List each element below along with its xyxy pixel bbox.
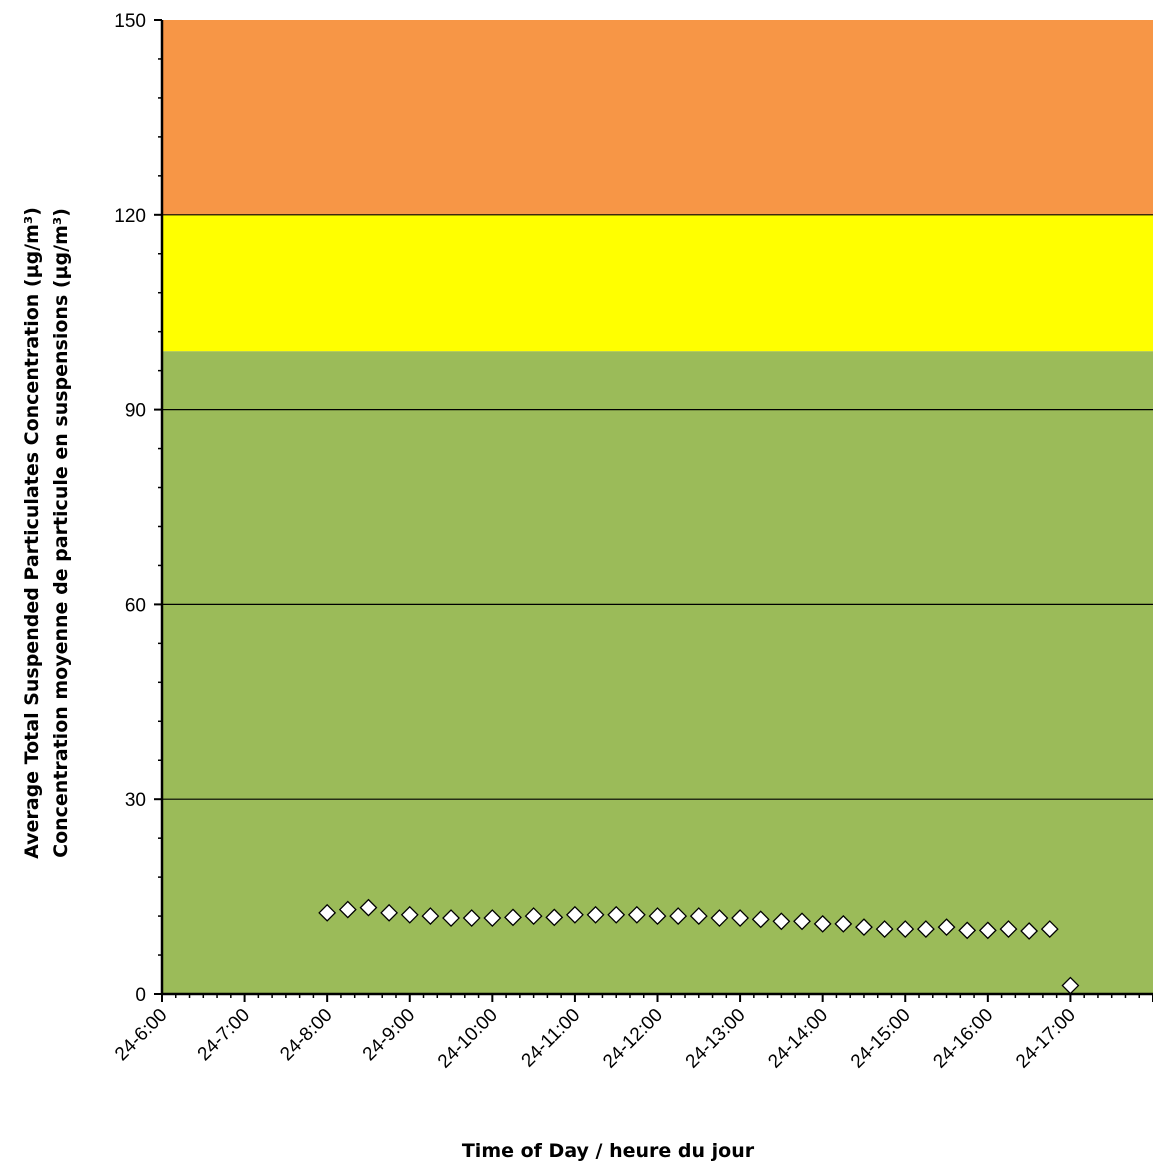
data-point-31: [958, 921, 977, 940]
data-point-29: [916, 920, 935, 938]
band-0: [162, 351, 1153, 994]
y-tick-labels: 0 30 60 90 120 150: [114, 11, 146, 1006]
data-point-11: [545, 908, 564, 927]
data-point-17: [669, 907, 688, 925]
x-tick-label-3: 24-9:00: [359, 1005, 419, 1065]
y-tick-label-90: 90: [125, 401, 146, 422]
data-point-33: [999, 920, 1018, 938]
data-point-16: [648, 907, 667, 925]
y-tick-label-150: 150: [114, 11, 146, 32]
data-point-13: [586, 905, 605, 924]
data-point-20: [731, 909, 750, 927]
data-point-35: [1040, 920, 1059, 938]
data-point-3: [380, 903, 399, 922]
horizontal-gridlines: [162, 214, 1153, 800]
data-point-19: [710, 909, 729, 927]
data-point-9: [504, 908, 522, 927]
y-axis-title-english: Average Total Suspended Particulates Con…: [21, 207, 43, 859]
data-point-24: [813, 914, 832, 933]
x-tick-label-1: 24-7:00: [194, 1005, 254, 1065]
y-tick-label-30: 30: [125, 790, 146, 811]
data-point-2: [359, 898, 378, 917]
data-point-22: [772, 912, 791, 931]
x-axis-title: Time of Day / heure du jour: [462, 1140, 755, 1162]
concentration-bands: [162, 20, 1153, 994]
data-point-15: [627, 905, 646, 924]
data-point-5: [421, 907, 440, 925]
data-point-30: [937, 918, 956, 937]
x-tick-label-4: 24-10:00: [434, 1005, 502, 1073]
band-1: [162, 214, 1153, 352]
data-point-26: [855, 918, 873, 937]
y-axis-title-french: Concentration moyenne de particule en su…: [50, 208, 72, 858]
data-point-8: [483, 909, 502, 927]
data-point-4: [400, 905, 419, 924]
x-tick-label-9: 24-15:00: [847, 1005, 915, 1073]
x-tick-label-11: 24-17:00: [1012, 1005, 1080, 1073]
x-tick-label-6: 24-12:00: [599, 1005, 667, 1073]
band-2: [162, 20, 1153, 215]
data-point-25: [834, 914, 853, 933]
data-points: [318, 898, 1080, 995]
data-point-34: [1020, 922, 1039, 940]
data-point-27: [875, 920, 894, 938]
data-point-14: [607, 905, 626, 924]
y-tick-label-60: 60: [125, 595, 146, 616]
data-point-32: [978, 921, 997, 940]
data-point-21: [751, 910, 770, 929]
data-point-0: [318, 903, 337, 922]
data-point-36: [1061, 976, 1080, 995]
x-tick-label-0: 24-6:00: [111, 1005, 171, 1065]
y-tick-label-0: 0: [135, 985, 146, 1006]
axes: [154, 19, 1153, 1002]
y-tick-label-120: 120: [114, 206, 146, 227]
x-tick-label-7: 24-13:00: [682, 1005, 750, 1073]
x-tick-label-2: 24-8:00: [276, 1005, 336, 1065]
x-tick-labels: 24-6:00 24-7:00 24-8:00 24-9:00 24-10:00 24-1…: [111, 1005, 1080, 1073]
data-point-23: [793, 912, 811, 931]
x-tick-label-5: 24-11:00: [518, 1005, 585, 1072]
data-point-12: [565, 905, 584, 924]
data-point-10: [524, 907, 543, 925]
data-point-18: [689, 907, 708, 925]
data-point-28: [896, 920, 915, 938]
data-point-7: [462, 909, 481, 927]
x-tick-label-10: 24-16:00: [929, 1005, 997, 1073]
x-tick-label-8: 24-14:00: [764, 1005, 832, 1073]
data-point-1: [338, 900, 357, 919]
data-point-6: [442, 909, 460, 927]
